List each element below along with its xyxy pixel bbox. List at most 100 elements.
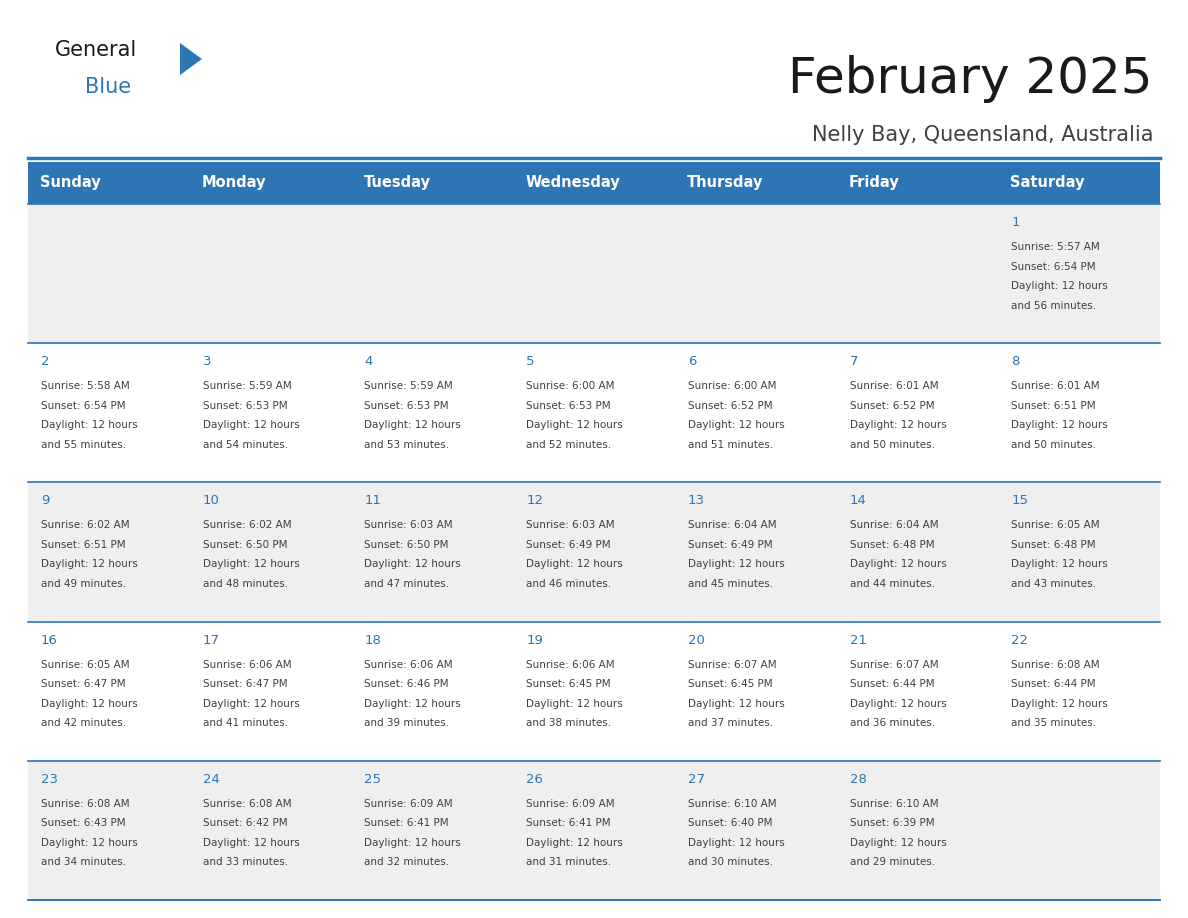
Text: Sunrise: 6:00 AM: Sunrise: 6:00 AM bbox=[526, 381, 614, 391]
Text: Blue: Blue bbox=[86, 77, 131, 97]
Text: Sunrise: 6:08 AM: Sunrise: 6:08 AM bbox=[42, 799, 129, 809]
Text: Daylight: 12 hours: Daylight: 12 hours bbox=[42, 420, 138, 431]
Text: 17: 17 bbox=[203, 633, 220, 646]
Text: Sunrise: 6:05 AM: Sunrise: 6:05 AM bbox=[1011, 521, 1100, 531]
Text: 18: 18 bbox=[365, 633, 381, 646]
Text: Sunrise: 6:05 AM: Sunrise: 6:05 AM bbox=[42, 660, 129, 669]
Text: Daylight: 12 hours: Daylight: 12 hours bbox=[849, 838, 947, 848]
Text: Sunset: 6:41 PM: Sunset: 6:41 PM bbox=[526, 818, 611, 828]
Text: Sunrise: 5:57 AM: Sunrise: 5:57 AM bbox=[1011, 242, 1100, 252]
Text: Sunset: 6:46 PM: Sunset: 6:46 PM bbox=[365, 679, 449, 689]
Text: and 35 minutes.: and 35 minutes. bbox=[1011, 718, 1097, 728]
Text: Sunrise: 6:08 AM: Sunrise: 6:08 AM bbox=[1011, 660, 1100, 669]
Text: and 32 minutes.: and 32 minutes. bbox=[365, 857, 449, 868]
Text: 26: 26 bbox=[526, 773, 543, 786]
Text: and 52 minutes.: and 52 minutes. bbox=[526, 440, 612, 450]
Text: Sunset: 6:42 PM: Sunset: 6:42 PM bbox=[203, 818, 287, 828]
Text: Daylight: 12 hours: Daylight: 12 hours bbox=[849, 699, 947, 709]
Text: Sunset: 6:52 PM: Sunset: 6:52 PM bbox=[849, 400, 934, 410]
Bar bbox=[29, 482, 190, 621]
Text: 22: 22 bbox=[1011, 633, 1029, 646]
Text: 13: 13 bbox=[688, 495, 704, 508]
Bar bbox=[513, 761, 675, 900]
Polygon shape bbox=[181, 43, 202, 75]
Text: Sunrise: 6:01 AM: Sunrise: 6:01 AM bbox=[849, 381, 939, 391]
Text: and 41 minutes.: and 41 minutes. bbox=[203, 718, 287, 728]
Bar bbox=[29, 761, 190, 900]
Text: and 50 minutes.: and 50 minutes. bbox=[849, 440, 935, 450]
Text: Daylight: 12 hours: Daylight: 12 hours bbox=[365, 420, 461, 431]
Text: Sunset: 6:41 PM: Sunset: 6:41 PM bbox=[365, 818, 449, 828]
Text: 14: 14 bbox=[849, 495, 866, 508]
Text: Daylight: 12 hours: Daylight: 12 hours bbox=[365, 699, 461, 709]
Text: Sunset: 6:51 PM: Sunset: 6:51 PM bbox=[1011, 400, 1095, 410]
Text: Sunrise: 5:58 AM: Sunrise: 5:58 AM bbox=[42, 381, 129, 391]
Text: Saturday: Saturday bbox=[1010, 175, 1085, 191]
Text: 21: 21 bbox=[849, 633, 866, 646]
Text: Sunday: Sunday bbox=[40, 175, 101, 191]
Text: 20: 20 bbox=[688, 633, 704, 646]
Text: Daylight: 12 hours: Daylight: 12 hours bbox=[849, 420, 947, 431]
Text: Wednesday: Wednesday bbox=[525, 175, 620, 191]
Text: Sunrise: 6:06 AM: Sunrise: 6:06 AM bbox=[203, 660, 291, 669]
Text: Sunrise: 6:03 AM: Sunrise: 6:03 AM bbox=[526, 521, 614, 531]
Text: and 48 minutes.: and 48 minutes. bbox=[203, 579, 287, 589]
Text: 10: 10 bbox=[203, 495, 220, 508]
Text: Daylight: 12 hours: Daylight: 12 hours bbox=[526, 838, 623, 848]
Text: Sunrise: 6:04 AM: Sunrise: 6:04 AM bbox=[688, 521, 777, 531]
Text: Sunrise: 6:09 AM: Sunrise: 6:09 AM bbox=[526, 799, 614, 809]
Bar bbox=[998, 204, 1159, 343]
Bar bbox=[513, 621, 675, 761]
Text: Sunrise: 6:06 AM: Sunrise: 6:06 AM bbox=[365, 660, 453, 669]
Text: and 56 minutes.: and 56 minutes. bbox=[1011, 300, 1097, 310]
Text: 11: 11 bbox=[365, 495, 381, 508]
Text: Daylight: 12 hours: Daylight: 12 hours bbox=[526, 420, 623, 431]
Text: Sunset: 6:40 PM: Sunset: 6:40 PM bbox=[688, 818, 772, 828]
Text: Sunset: 6:43 PM: Sunset: 6:43 PM bbox=[42, 818, 126, 828]
Text: 23: 23 bbox=[42, 773, 58, 786]
Text: Sunrise: 6:03 AM: Sunrise: 6:03 AM bbox=[365, 521, 453, 531]
Text: Sunrise: 6:01 AM: Sunrise: 6:01 AM bbox=[1011, 381, 1100, 391]
Text: and 31 minutes.: and 31 minutes. bbox=[526, 857, 612, 868]
Text: Thursday: Thursday bbox=[687, 175, 763, 191]
Text: and 44 minutes.: and 44 minutes. bbox=[849, 579, 935, 589]
Text: Daylight: 12 hours: Daylight: 12 hours bbox=[203, 838, 299, 848]
Bar bbox=[190, 761, 352, 900]
Text: 8: 8 bbox=[1011, 355, 1019, 368]
Text: Sunrise: 6:07 AM: Sunrise: 6:07 AM bbox=[849, 660, 939, 669]
Text: February 2025: February 2025 bbox=[789, 55, 1154, 103]
Bar bbox=[190, 204, 352, 343]
Text: Sunset: 6:53 PM: Sunset: 6:53 PM bbox=[365, 400, 449, 410]
Text: 7: 7 bbox=[849, 355, 858, 368]
Text: and 29 minutes.: and 29 minutes. bbox=[849, 857, 935, 868]
Text: and 51 minutes.: and 51 minutes. bbox=[688, 440, 773, 450]
Text: Sunrise: 5:59 AM: Sunrise: 5:59 AM bbox=[365, 381, 453, 391]
Bar bbox=[513, 162, 675, 204]
Text: Sunset: 6:52 PM: Sunset: 6:52 PM bbox=[688, 400, 772, 410]
Bar bbox=[998, 482, 1159, 621]
Text: 5: 5 bbox=[526, 355, 535, 368]
Text: Sunset: 6:50 PM: Sunset: 6:50 PM bbox=[365, 540, 449, 550]
Text: and 33 minutes.: and 33 minutes. bbox=[203, 857, 287, 868]
Text: Daylight: 12 hours: Daylight: 12 hours bbox=[688, 559, 784, 569]
Text: Daylight: 12 hours: Daylight: 12 hours bbox=[42, 559, 138, 569]
Text: Daylight: 12 hours: Daylight: 12 hours bbox=[365, 838, 461, 848]
Text: Sunrise: 5:59 AM: Sunrise: 5:59 AM bbox=[203, 381, 291, 391]
Bar bbox=[836, 162, 998, 204]
Text: Daylight: 12 hours: Daylight: 12 hours bbox=[688, 838, 784, 848]
Text: Sunrise: 6:06 AM: Sunrise: 6:06 AM bbox=[526, 660, 614, 669]
Text: Sunrise: 6:04 AM: Sunrise: 6:04 AM bbox=[849, 521, 939, 531]
Text: Sunrise: 6:02 AM: Sunrise: 6:02 AM bbox=[42, 521, 129, 531]
Bar bbox=[352, 482, 513, 621]
Bar bbox=[675, 482, 836, 621]
Text: Sunset: 6:39 PM: Sunset: 6:39 PM bbox=[849, 818, 934, 828]
Text: Sunrise: 6:08 AM: Sunrise: 6:08 AM bbox=[203, 799, 291, 809]
Text: Sunset: 6:48 PM: Sunset: 6:48 PM bbox=[1011, 540, 1095, 550]
Text: and 43 minutes.: and 43 minutes. bbox=[1011, 579, 1097, 589]
Text: and 34 minutes.: and 34 minutes. bbox=[42, 857, 126, 868]
Text: General: General bbox=[55, 40, 138, 60]
Text: Sunset: 6:44 PM: Sunset: 6:44 PM bbox=[849, 679, 934, 689]
Text: Sunset: 6:50 PM: Sunset: 6:50 PM bbox=[203, 540, 287, 550]
Text: and 46 minutes.: and 46 minutes. bbox=[526, 579, 612, 589]
Text: 4: 4 bbox=[365, 355, 373, 368]
